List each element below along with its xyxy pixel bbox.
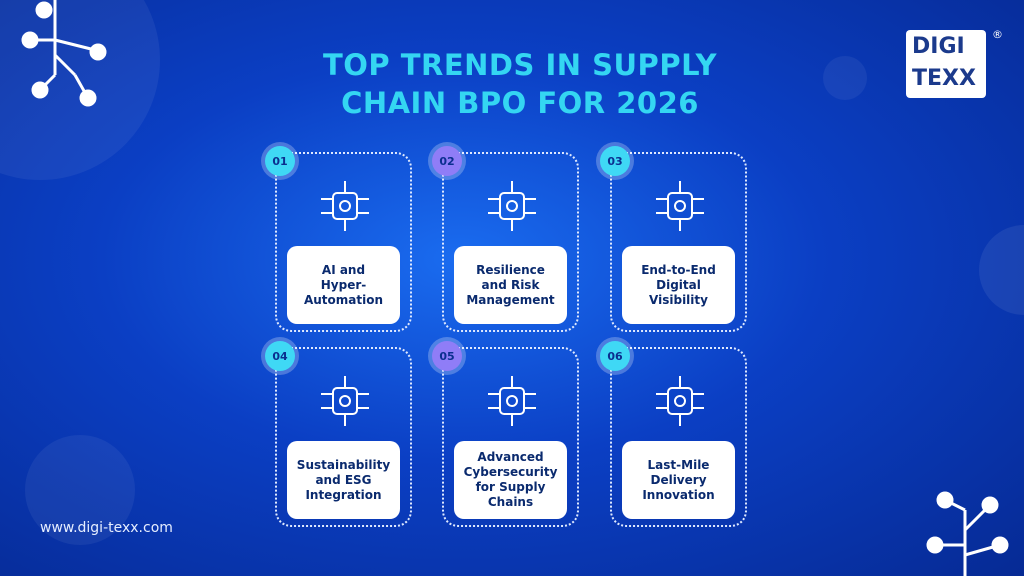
bubble	[25, 435, 135, 545]
trend-card: 03 End-to-End Digital Visibility	[600, 146, 747, 332]
trend-card: 02 Resilience and Risk Management	[432, 146, 579, 332]
trend-card: 04 Sustainability and ESG Integration	[265, 341, 412, 527]
card-number: 05	[432, 341, 462, 371]
card-label-line: Last-Mile	[647, 457, 710, 472]
card-label-line: AI and	[321, 262, 366, 277]
card-icon	[656, 376, 704, 426]
card-number: 02	[432, 146, 462, 176]
logo-text: TEXX	[912, 66, 976, 91]
card-label-line: and ESG	[315, 472, 372, 487]
card-label-line: Chains	[487, 495, 534, 509]
card-label-line: Resilience	[476, 262, 545, 277]
card-icon	[488, 181, 536, 231]
bubble	[823, 56, 867, 100]
card-label-line: End-to-End	[641, 262, 716, 277]
card-label-line: Automation	[303, 292, 384, 307]
logo: DIGI TEXX ®	[906, 28, 1003, 98]
bubble	[979, 225, 1024, 315]
card-label: Sustainability and ESG Integration	[287, 441, 400, 519]
card-label: AI and Hyper- Automation	[287, 246, 400, 324]
circuit	[21, 0, 107, 107]
card-number: 03	[600, 146, 630, 176]
trend-card: 06 Last-Mile Delivery Innovation	[600, 341, 747, 527]
card-number: 06	[600, 341, 630, 371]
card-icon	[656, 181, 704, 231]
card-label: Last-Mile Delivery Innovation	[622, 441, 735, 519]
card-label-line: and Risk	[481, 277, 540, 292]
logo-mark: ®	[992, 28, 1003, 41]
card-icon	[488, 376, 536, 426]
card-label-line: Integration	[305, 487, 382, 502]
card-label-line: Hyper-	[320, 277, 367, 292]
trend-card: 01 AI and Hyper- Automation	[265, 146, 412, 332]
card-label-line: Innovation	[642, 487, 715, 502]
card-label-line: Digital	[656, 277, 701, 292]
circuit	[926, 491, 1009, 576]
card-label-line: Management	[466, 292, 555, 307]
card-label-line: Delivery	[650, 472, 707, 487]
card-icon	[321, 376, 369, 426]
title-line: CHAIN BPO FOR 2026	[341, 86, 699, 120]
logo-text: DIGI	[912, 34, 965, 59]
card-label-line: for Supply	[475, 480, 546, 494]
card-label-line: Visibility	[649, 292, 708, 307]
title-line: TOP TRENDS IN SUPPLY	[322, 48, 718, 82]
card-number: 01	[265, 146, 295, 176]
card-label: End-to-End Digital Visibility	[622, 246, 735, 324]
trend-card: 05 Advanced Cybersecurity for Supply Chains	[432, 341, 579, 527]
card-label-line: Sustainability	[296, 457, 391, 472]
card-icon	[321, 181, 369, 231]
bubble	[0, 0, 160, 180]
card-label-line: Advanced	[477, 450, 544, 464]
card-label: Advanced Cybersecurity for Supply Chains	[454, 441, 567, 519]
card-number: 04	[265, 341, 295, 371]
website: www.digi-texx.com	[40, 520, 173, 536]
card-label-line: Cybersecurity	[463, 465, 558, 479]
card-label: Resilience and Risk Management	[454, 246, 567, 324]
